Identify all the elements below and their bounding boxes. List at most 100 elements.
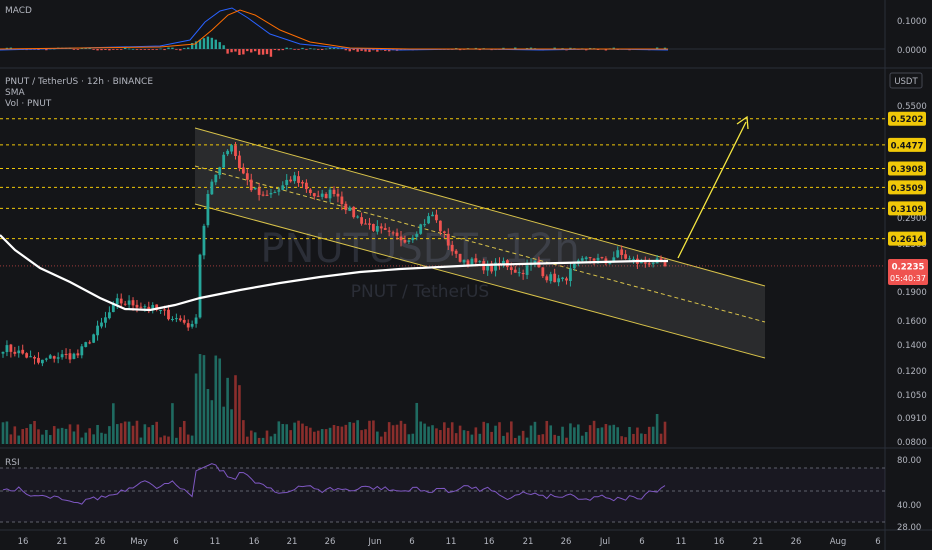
volume-bar xyxy=(92,434,95,444)
candle-body xyxy=(572,263,576,269)
volume-bar xyxy=(68,424,72,444)
channel-upper-line xyxy=(194,127,766,287)
macd-histogram-bar xyxy=(612,47,615,49)
volume-bar xyxy=(41,434,44,444)
candle-body xyxy=(269,192,273,195)
candle-body xyxy=(305,182,308,190)
volume-bar xyxy=(257,437,261,444)
volume-bar xyxy=(328,427,332,444)
candle-body xyxy=(123,303,127,305)
candle-body xyxy=(474,258,478,263)
volume-bar xyxy=(549,425,553,444)
volume-bar xyxy=(415,402,419,444)
volume-bar xyxy=(340,426,344,444)
macd-histogram-bar xyxy=(80,48,84,49)
volume-bar xyxy=(431,425,434,444)
volume-bar xyxy=(356,420,359,444)
candle-body xyxy=(5,345,9,353)
macd-histogram-bar xyxy=(246,49,249,52)
candle-body xyxy=(289,179,293,182)
candle-body xyxy=(301,182,304,184)
time-label: 6 xyxy=(173,537,178,547)
volume-bar xyxy=(56,428,60,444)
volume-bar xyxy=(171,403,174,444)
candle-body xyxy=(620,249,624,255)
macd-histogram-bar xyxy=(348,49,351,52)
volume-bar xyxy=(202,355,206,444)
candle-body xyxy=(372,224,375,231)
volume-bar xyxy=(261,437,265,444)
candle-body xyxy=(411,237,415,241)
volume-bar xyxy=(592,420,596,444)
time-label: Jun xyxy=(367,537,381,547)
candle-body xyxy=(407,240,411,242)
macd-histogram-bar xyxy=(655,47,659,49)
candle-body xyxy=(29,356,32,358)
macd-histogram-bar xyxy=(210,37,214,49)
rsi-band xyxy=(0,468,885,522)
candle-body xyxy=(159,310,163,312)
time-label: 6 xyxy=(639,537,644,547)
volume-bar xyxy=(659,433,663,444)
candle-body xyxy=(600,257,604,259)
macd-histogram-bar xyxy=(135,49,139,50)
candle-body xyxy=(9,344,13,352)
level-price-label: 0.4477 xyxy=(891,141,924,151)
volume-bar xyxy=(9,434,13,444)
candle-body xyxy=(399,236,403,241)
volume-bar xyxy=(269,436,273,444)
macd-histogram-bar xyxy=(5,47,9,49)
macd-histogram-bar xyxy=(376,49,379,52)
macd-histogram-bar xyxy=(372,49,375,51)
candle-body xyxy=(344,203,348,211)
volume-bar xyxy=(517,435,521,444)
volume-bar xyxy=(179,427,182,444)
candle-body xyxy=(316,195,320,197)
macd-histogram-bar xyxy=(352,49,355,51)
volume-bar xyxy=(238,385,241,444)
volume-bar xyxy=(37,429,40,444)
candle-body xyxy=(13,351,17,354)
volume-bar xyxy=(242,420,245,444)
candle-body xyxy=(383,228,387,230)
volume-bar xyxy=(305,426,308,444)
volume-bar xyxy=(108,426,111,444)
volume-bar xyxy=(301,423,304,444)
candle-body xyxy=(92,334,96,343)
macd-histogram-bar xyxy=(285,47,288,49)
level-price-label: 0.3908 xyxy=(891,165,924,175)
candle-body xyxy=(423,224,427,226)
macd-histogram-bar xyxy=(92,49,95,50)
candle-body xyxy=(104,317,107,323)
candle-body xyxy=(163,309,166,311)
volume-bar xyxy=(537,434,541,444)
volume-bar xyxy=(25,427,28,444)
macd-histogram-bar xyxy=(368,49,371,52)
candle-body xyxy=(596,257,600,261)
macd-histogram-bar xyxy=(187,47,190,49)
volume-bar xyxy=(596,428,600,444)
candle-body xyxy=(64,353,68,355)
channel-lower-line xyxy=(194,203,766,359)
macd-histogram-bar xyxy=(179,49,182,51)
macd-histogram-bar xyxy=(234,49,237,52)
candle-body xyxy=(375,226,379,232)
volume-bar xyxy=(320,429,324,444)
macd-histogram-bar xyxy=(320,49,324,51)
candle-body xyxy=(387,230,391,232)
time-label: 6 xyxy=(875,537,880,547)
macd-histogram-bar xyxy=(183,48,186,49)
macd-histogram-bar xyxy=(175,49,178,50)
candle-body xyxy=(84,342,88,347)
candle-body xyxy=(25,353,29,358)
time-label: 11 xyxy=(210,537,221,547)
level-price-box xyxy=(888,111,926,126)
volume-bar xyxy=(277,421,281,444)
macd-histogram-bar xyxy=(293,49,296,50)
macd-histogram-bar xyxy=(387,49,391,52)
candle-body xyxy=(320,193,324,197)
volume-bar xyxy=(403,423,407,444)
candle-body xyxy=(395,232,399,236)
macd-histogram-bar xyxy=(190,43,194,49)
